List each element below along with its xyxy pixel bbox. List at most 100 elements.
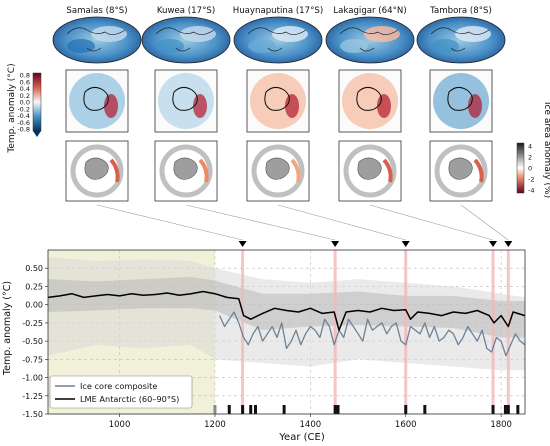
event-mark xyxy=(213,405,217,414)
sea-ice-loss-patch xyxy=(290,158,301,183)
sea-ice-ring xyxy=(434,144,488,198)
ice-colorbar-tick: 4 xyxy=(528,143,532,151)
y-tick-label: -1.25 xyxy=(22,392,43,401)
volcano-column: Kuwea (17°S) xyxy=(141,6,231,202)
antarctica-outline xyxy=(83,86,109,111)
temp-colorbar-tick: 0.0 xyxy=(20,99,30,107)
antarctica-outline xyxy=(172,86,198,111)
volcano-title: Tambora (8°S) xyxy=(429,6,492,16)
map-anomaly-patch xyxy=(156,39,184,53)
eruption-marker xyxy=(401,241,410,247)
map-coastline xyxy=(66,27,126,35)
eruption-marker xyxy=(489,241,498,247)
map-coastline xyxy=(450,47,466,52)
map-coastline xyxy=(86,47,102,52)
ice-colorbar-tick: -4 xyxy=(528,187,534,195)
y-tick-label: -0.50 xyxy=(22,337,43,346)
y-tick-label: -1.00 xyxy=(22,374,43,383)
x-tick-label: 1800 xyxy=(490,420,512,430)
x-tick-label: 1400 xyxy=(300,420,322,430)
antarctica-landmass xyxy=(265,157,290,180)
connector-line xyxy=(185,204,336,241)
volcano-column: Lakagigar (64°N) xyxy=(325,6,415,202)
temp-colorbar-tick: -0.8 xyxy=(17,126,30,134)
event-mark xyxy=(227,405,231,414)
map-coastline xyxy=(267,47,283,52)
event-mark xyxy=(336,405,340,414)
map-anomaly-patch xyxy=(67,39,95,53)
eruption-marker xyxy=(331,241,340,247)
event-mark xyxy=(491,405,495,414)
eruption-line xyxy=(506,250,510,414)
connector-line xyxy=(277,204,406,241)
ice-core-composite-line xyxy=(219,311,526,357)
y-tick-label: -0.25 xyxy=(22,319,43,328)
legend: Ice core composite LME Antarctic (60–90°… xyxy=(49,375,193,409)
temp-colorbar-tick: 0.2 xyxy=(20,92,30,100)
antarctica-outline xyxy=(447,86,473,111)
x-tick-label: 1200 xyxy=(204,420,226,430)
sea-ice-loss-patch xyxy=(382,158,393,183)
x-tick-label: 1000 xyxy=(109,420,131,430)
y-axis-label: Temp. anomaly (°C) xyxy=(2,281,13,376)
sea-ice-ring xyxy=(343,144,397,198)
global-map xyxy=(325,16,415,64)
connector-line xyxy=(460,204,509,241)
temp-colorbar: 0.80.60.40.20.0-0.2-0.4-0.6-0.8 Temp. an… xyxy=(7,63,42,154)
event-mark xyxy=(503,405,507,414)
event-mark xyxy=(423,405,427,414)
eruption-line xyxy=(491,250,495,414)
antarctica-landmass xyxy=(84,157,109,180)
legend-label-lme: LME Antarctic (60–90°S) xyxy=(80,394,179,404)
y-tick-label: -0.75 xyxy=(22,355,43,364)
volcano-column: Samalas (8°S) xyxy=(52,6,142,202)
global-map xyxy=(52,16,142,64)
polar-temp-warm-patch xyxy=(285,94,299,118)
map-coastline xyxy=(359,47,375,52)
map-coastline xyxy=(339,27,399,35)
antarctica-landmass xyxy=(448,157,473,180)
ice-colorbar: 4 2 0 -2 -4 Ice area anomaly (%) xyxy=(516,102,550,198)
ice-colorbar-tick: -2 xyxy=(528,176,534,184)
event-mark xyxy=(241,405,245,414)
antarctica-outline xyxy=(264,86,290,111)
temp-colorbar-tick: -0.6 xyxy=(17,119,30,127)
eruption-line xyxy=(241,250,245,414)
sea-ice-loss-patch xyxy=(473,158,484,183)
y-tick-label: 0.25 xyxy=(25,282,43,291)
temp-colorbar-extend-arrow xyxy=(33,131,41,137)
ice-colorbar-bar xyxy=(516,142,525,194)
map-coastline xyxy=(430,27,490,35)
antarctica-landmass xyxy=(173,157,198,180)
event-mark xyxy=(506,405,510,414)
global-map xyxy=(233,16,323,64)
y-tick-label: 0.50 xyxy=(25,264,43,273)
event-mark xyxy=(253,405,257,414)
map-anomaly-patch xyxy=(248,39,276,53)
eruption-marker xyxy=(504,241,513,247)
temp-colorbar-tick: -0.4 xyxy=(17,112,30,120)
y-tick-label: 0.00 xyxy=(25,301,43,310)
panel-connectors xyxy=(96,204,513,247)
x-tick-label: 1600 xyxy=(395,420,417,430)
lme-antarctic-line xyxy=(47,290,526,331)
eruption-line xyxy=(333,250,337,414)
temp-colorbar-label: Temp. anomaly (°C) xyxy=(7,63,17,153)
sea-ice-ring xyxy=(251,144,305,198)
sea-ice-ring xyxy=(70,144,124,198)
legend-box xyxy=(49,375,193,409)
plot-frame xyxy=(47,249,526,415)
event-mark xyxy=(404,405,408,414)
eruption-marker xyxy=(238,241,247,247)
sea-ice-loss-patch xyxy=(109,158,120,183)
event-mark xyxy=(516,405,520,414)
map-coastline xyxy=(175,47,191,52)
map-anomaly-patch xyxy=(431,39,459,53)
antarctica-landmass xyxy=(357,157,382,180)
map-anomaly-patch xyxy=(340,39,368,53)
temp-colorbar-tick: 0.8 xyxy=(20,72,30,80)
event-mark xyxy=(333,405,337,414)
sea-ice-ring xyxy=(159,144,213,198)
temp-colorbar-bar xyxy=(32,72,42,132)
